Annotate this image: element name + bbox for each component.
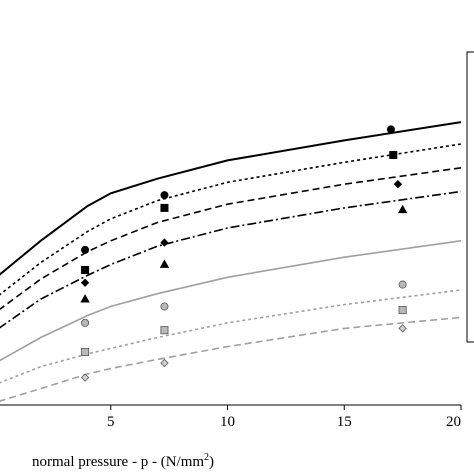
series-6: [0, 289, 462, 384]
series-3-fit-line: [0, 167, 462, 311]
x-axis: 5 10 15 20: [0, 404, 462, 430]
series-6-point-3: [160, 326, 169, 335]
series-7-fit-line: [0, 316, 462, 402]
series-5-point-2: [81, 318, 90, 327]
series-6-point-2: [81, 348, 90, 357]
series-7-point-4: [398, 324, 407, 333]
series-2: [0, 143, 462, 296]
series-1-point-4: [386, 125, 395, 134]
series-5-point-4: [398, 280, 407, 289]
series-6-point-4: [398, 306, 407, 315]
x-axis-title-close: ): [209, 454, 215, 470]
series-5-point-3: [160, 302, 169, 311]
x-tick-label-10: 10: [220, 414, 235, 430]
series-6-fit-line: [0, 289, 462, 384]
x-axis-title: normal pressure - p - (N/mm2): [32, 452, 214, 471]
legend-box-edge: [466, 51, 474, 343]
series-5: [0, 240, 462, 362]
series-1-fit-line: [0, 121, 462, 276]
legend-frame: [466, 51, 474, 343]
x-tick-label-5: 5: [107, 414, 115, 430]
series-3-point-2: [80, 278, 90, 287]
series-4-point-3: [159, 259, 170, 268]
series-3-point-3: [160, 238, 169, 247]
series-4: [0, 190, 462, 329]
series-7-point-2: [80, 373, 90, 382]
series-2-point-3: [160, 203, 169, 212]
series-2-point-4: [389, 150, 398, 159]
series-2-point-2: [81, 265, 90, 274]
series-2-fit-line: [0, 143, 462, 296]
x-tick-label-20: 20: [446, 414, 461, 430]
series-3: [0, 167, 462, 311]
series-layer: [0, 121, 462, 402]
series-4-point-4: [397, 204, 408, 214]
x-axis-title-text: normal pressure - p - (N/mm: [32, 454, 205, 470]
series-1-point-3: [160, 191, 169, 200]
series-4-fit-line: [0, 190, 462, 329]
series-5-fit-line: [0, 240, 462, 362]
x-axis-title-sup: 2: [204, 452, 210, 463]
series-1: [0, 121, 462, 276]
series-7-point-3: [160, 358, 169, 368]
series-4-point-2: [80, 294, 90, 303]
x-tick-label-15: 15: [337, 414, 352, 430]
series-7: [0, 316, 462, 402]
series-3-point-4: [393, 180, 403, 189]
